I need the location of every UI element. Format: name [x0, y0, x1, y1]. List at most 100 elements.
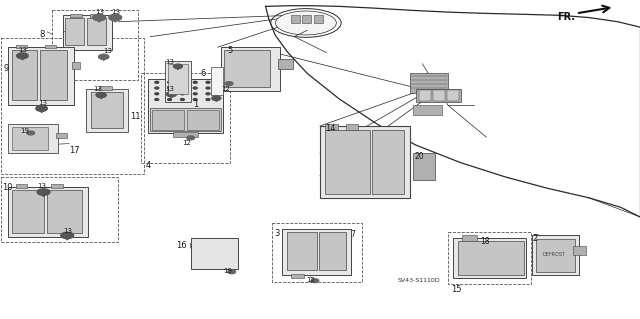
Bar	[148, 79, 223, 133]
Bar	[320, 126, 410, 198]
Bar	[63, 15, 112, 50]
Bar	[8, 47, 74, 105]
Circle shape	[99, 54, 109, 59]
Bar	[191, 238, 238, 269]
Circle shape	[155, 99, 159, 100]
Bar	[291, 274, 304, 278]
Bar	[314, 15, 323, 23]
Circle shape	[193, 87, 197, 89]
Text: 9: 9	[3, 64, 8, 73]
Circle shape	[311, 279, 319, 283]
Bar	[12, 127, 48, 150]
Bar	[325, 130, 370, 194]
Bar	[45, 45, 56, 48]
Bar	[433, 90, 445, 101]
Circle shape	[93, 14, 106, 21]
Bar	[416, 89, 461, 102]
Text: 13: 13	[93, 86, 102, 92]
Circle shape	[155, 93, 159, 95]
Polygon shape	[40, 193, 47, 197]
Text: 13: 13	[37, 183, 46, 189]
Bar	[453, 238, 526, 278]
Bar	[278, 59, 293, 69]
Bar	[86, 89, 128, 132]
Circle shape	[225, 82, 233, 85]
Circle shape	[193, 81, 197, 83]
Bar	[56, 133, 67, 138]
Bar	[462, 235, 477, 245]
Bar	[419, 90, 431, 101]
Bar	[302, 15, 311, 23]
Bar	[282, 229, 351, 275]
Text: 7: 7	[351, 230, 356, 239]
Bar	[319, 232, 346, 270]
Bar	[72, 62, 80, 69]
Circle shape	[206, 81, 210, 83]
Circle shape	[37, 189, 50, 195]
Text: 13: 13	[165, 59, 174, 65]
Text: 13: 13	[111, 9, 120, 15]
Circle shape	[173, 64, 182, 69]
Circle shape	[168, 87, 172, 89]
Polygon shape	[99, 96, 104, 99]
Text: 19: 19	[20, 128, 29, 134]
Bar	[1, 177, 118, 242]
Text: 18: 18	[480, 237, 490, 246]
Bar	[573, 246, 586, 255]
Text: SV43-S1110D: SV43-S1110D	[398, 278, 441, 283]
Text: 1: 1	[193, 100, 198, 108]
Text: 12: 12	[221, 86, 230, 92]
Bar	[413, 153, 435, 180]
Polygon shape	[39, 109, 45, 113]
Bar	[91, 92, 123, 128]
Bar	[90, 14, 101, 17]
Bar	[70, 14, 82, 17]
Circle shape	[193, 93, 197, 95]
Bar	[165, 61, 191, 102]
Bar	[536, 239, 575, 272]
Bar	[47, 190, 82, 233]
Bar	[287, 232, 317, 270]
Polygon shape	[96, 19, 102, 22]
Polygon shape	[64, 236, 70, 240]
Text: 8: 8	[40, 30, 45, 39]
Text: FR.: FR.	[557, 12, 575, 22]
Circle shape	[180, 93, 184, 95]
Polygon shape	[175, 67, 180, 70]
Bar	[413, 105, 442, 115]
Bar	[187, 110, 219, 130]
Circle shape	[168, 93, 172, 95]
Polygon shape	[214, 99, 219, 101]
Text: 13: 13	[104, 48, 113, 55]
Circle shape	[180, 81, 184, 83]
Bar	[532, 235, 579, 275]
Bar	[291, 15, 300, 23]
Circle shape	[61, 232, 74, 239]
Bar	[224, 50, 270, 87]
Bar	[141, 73, 230, 163]
Polygon shape	[20, 57, 26, 60]
Bar	[447, 90, 459, 101]
Text: 13: 13	[18, 47, 27, 53]
Bar	[65, 18, 84, 45]
Bar	[168, 64, 188, 94]
Bar	[1, 38, 144, 174]
Bar	[458, 241, 524, 275]
Bar	[99, 86, 112, 90]
Bar	[211, 67, 223, 95]
Text: 4: 4	[146, 161, 151, 170]
Circle shape	[109, 14, 122, 21]
Text: 19: 19	[223, 268, 232, 274]
Bar	[8, 124, 58, 153]
Circle shape	[96, 93, 106, 98]
Circle shape	[187, 136, 195, 140]
Circle shape	[168, 81, 172, 83]
Bar	[16, 45, 27, 48]
Text: 11: 11	[130, 112, 140, 121]
Bar	[8, 187, 88, 237]
Text: 17: 17	[69, 146, 80, 155]
Text: 13: 13	[63, 228, 72, 234]
Circle shape	[180, 87, 184, 89]
Circle shape	[206, 93, 210, 95]
Circle shape	[17, 53, 28, 59]
